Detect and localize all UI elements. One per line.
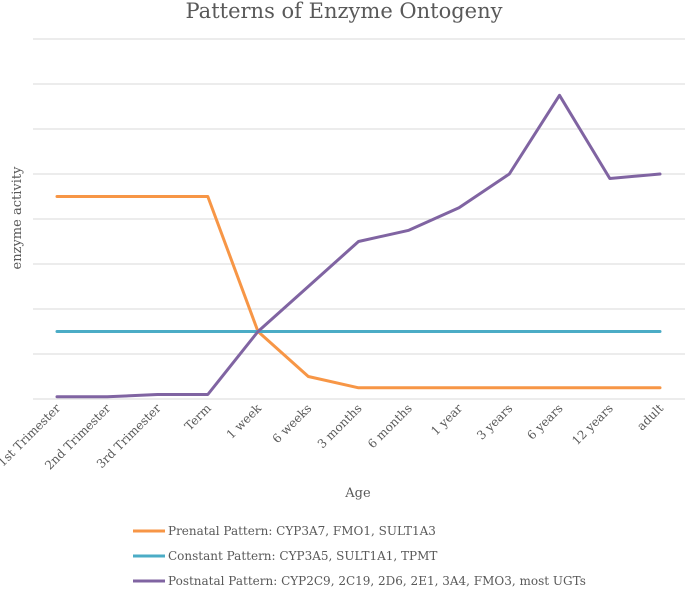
legend-label: Prenatal Pattern: CYP3A7, FMO1, SULT1A3: [168, 524, 436, 538]
series-line-1: [55, 195, 662, 390]
chart-title: Patterns of Enzyme Ontogeny: [186, 0, 503, 23]
x-tick-label: Term: [182, 401, 214, 433]
x-tick-label: 6 months: [365, 401, 415, 451]
legend-label: Constant Pattern: CYP3A5, SULT1A1, TPMT: [168, 549, 437, 563]
x-tick-label: 3 years: [474, 401, 515, 442]
x-tick-label: 6 weeks: [270, 401, 315, 446]
x-tick-label: 1 year: [428, 401, 465, 438]
legend-label: Postnatal Pattern: CYP2C9, 2C19, 2D6, 2E…: [168, 574, 586, 588]
gridlines: [33, 38, 685, 400]
legend: Prenatal Pattern: CYP3A7, FMO1, SULT1A3 C…: [133, 524, 586, 588]
x-tick-label: 1 week: [224, 401, 265, 442]
x-axis-label: Age: [344, 486, 371, 501]
series-lines: [55, 93, 662, 399]
series-line-3: [55, 93, 662, 399]
x-tick-label: 12 years: [569, 401, 616, 448]
x-tick-label: adult: [634, 401, 666, 433]
x-tick-label: 3 months: [315, 401, 365, 451]
x-tick-label: 6 years: [524, 401, 565, 442]
y-axis-label: enzyme activity: [10, 166, 25, 270]
